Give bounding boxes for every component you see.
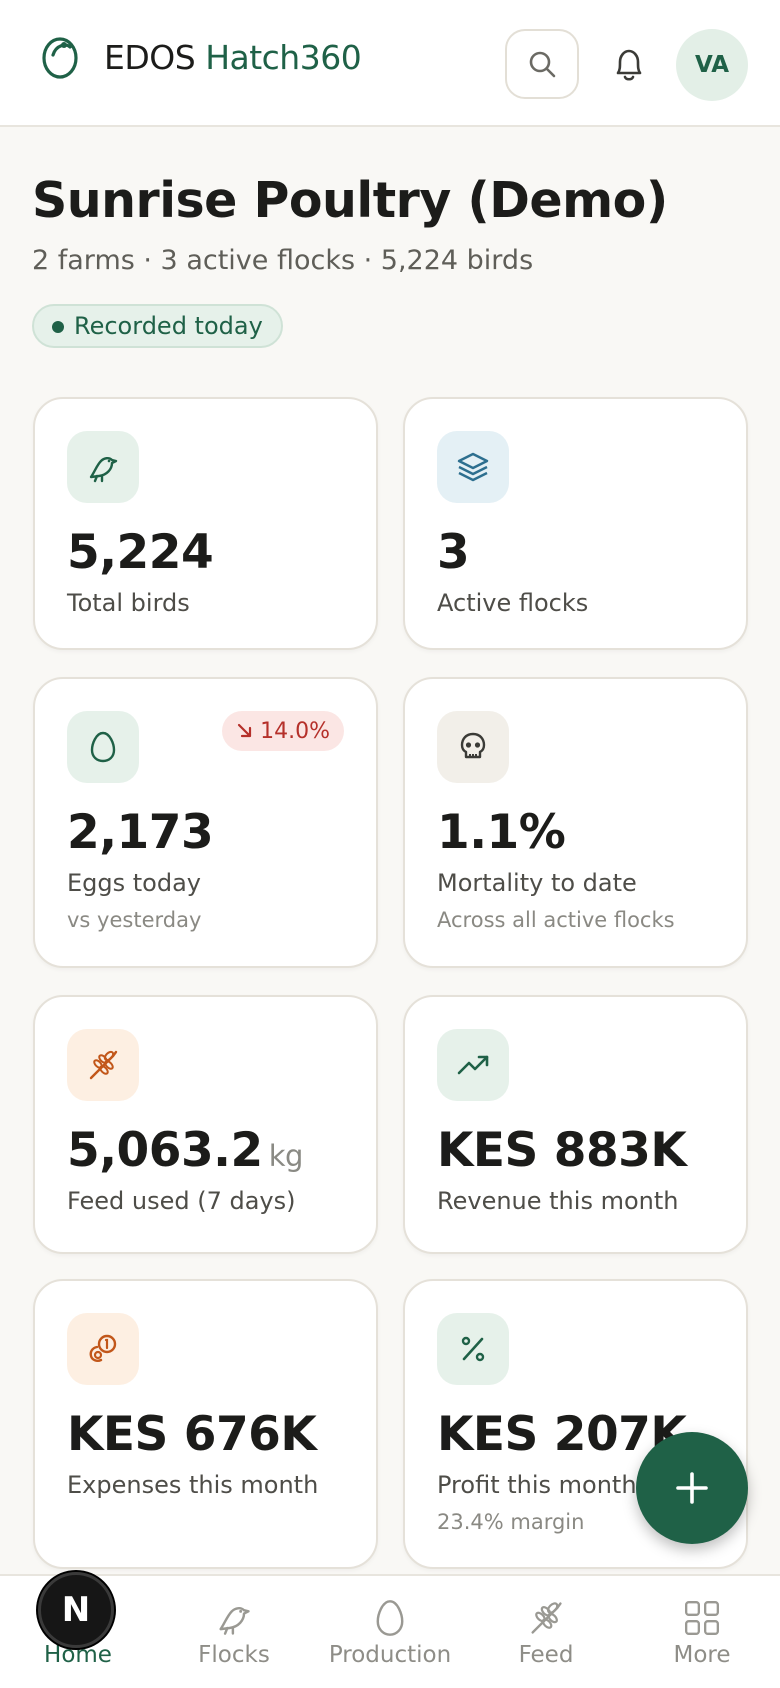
stat-card-feed-used[interactable]: 5,063.2 kg Feed used (7 days): [33, 995, 378, 1254]
stat-value: KES 207K: [437, 1407, 687, 1462]
status-badge: Recorded today: [32, 304, 283, 348]
search-icon: [529, 51, 556, 78]
stat-card-mortality[interactable]: 1.1% Mortality to date Across all active…: [403, 677, 748, 968]
egg-icon: [368, 1596, 412, 1640]
stat-number: 5,063.2: [67, 1123, 263, 1178]
nav-item-more[interactable]: More: [624, 1576, 780, 1688]
stat-card-active-flocks[interactable]: 3 Active flocks: [403, 397, 748, 650]
page-title: Sunrise Poultry (Demo): [32, 172, 668, 229]
stat-label: Total birds: [67, 589, 190, 617]
wheat-icon: [524, 1596, 568, 1640]
stat-hint: Across all active flocks: [437, 908, 675, 932]
percent-icon: [437, 1313, 509, 1385]
layers-icon: [437, 431, 509, 503]
stat-card-total-birds[interactable]: 5,224 Total birds: [33, 397, 378, 650]
dev-tools-badge[interactable]: N: [38, 1572, 114, 1648]
stat-label: Eggs today: [67, 869, 202, 897]
bird-icon: [212, 1596, 256, 1640]
bird-icon: [67, 431, 139, 503]
stat-value: 2,173: [67, 805, 214, 860]
plus-icon: [676, 1472, 708, 1504]
skull-icon: [437, 711, 509, 783]
trend-badge: 14.0%: [222, 711, 344, 751]
user-avatar[interactable]: VA: [676, 29, 748, 101]
stat-card-eggs-today[interactable]: 14.0% 2,173 Eggs today vs yesterday: [33, 677, 378, 968]
stat-card-expenses[interactable]: KES 676K Expenses this month: [33, 1279, 378, 1569]
stat-value: KES 883K: [437, 1123, 687, 1178]
nav-item-feed[interactable]: Feed: [468, 1576, 624, 1688]
brand-name: EDOS Hatch360: [104, 38, 362, 77]
stat-hint: vs yesterday: [67, 908, 202, 932]
add-button[interactable]: [636, 1432, 748, 1544]
coins-icon: [67, 1313, 139, 1385]
stat-value: KES 676K: [67, 1407, 317, 1462]
arrow-down-right-icon: [238, 723, 252, 738]
stat-value: 5,063.2 kg: [67, 1123, 303, 1178]
status-text: Recorded today: [74, 312, 263, 340]
search-button[interactable]: [505, 29, 579, 99]
egg-icon: [67, 711, 139, 783]
nav-item-flocks[interactable]: Flocks: [156, 1576, 312, 1688]
stat-label: Revenue this month: [437, 1187, 679, 1215]
nav-label: Flocks: [198, 1642, 270, 1668]
stat-label: Expenses this month: [67, 1471, 319, 1499]
stat-label: Active flocks: [437, 589, 589, 617]
stat-card-revenue[interactable]: KES 883K Revenue this month: [403, 995, 748, 1254]
stat-value: 3: [437, 525, 470, 580]
stat-hint: 23.4% margin: [437, 1510, 585, 1534]
notifications-button[interactable]: [604, 40, 654, 90]
stat-label: Mortality to date: [437, 869, 637, 897]
bell-icon: [616, 49, 642, 81]
trend-value: 14.0%: [260, 718, 330, 744]
brand-secondary: Hatch360: [205, 38, 362, 77]
logo-icon: [40, 33, 80, 79]
nav-label: More: [673, 1642, 731, 1668]
nav-item-production[interactable]: Production: [312, 1576, 468, 1688]
stat-label: Feed used (7 days): [67, 1187, 296, 1215]
nav-label: Feed: [518, 1642, 574, 1668]
status-dot: [52, 321, 64, 333]
stat-value: 1.1%: [437, 805, 566, 860]
brand-primary: EDOS: [104, 38, 196, 77]
trending-up-icon: [437, 1029, 509, 1101]
stat-unit: kg: [268, 1139, 304, 1173]
page-subtitle: 2 farms · 3 active flocks · 5,224 birds: [32, 245, 534, 276]
wheat-icon: [67, 1029, 139, 1101]
stat-label: Profit this month: [437, 1471, 637, 1499]
grid-icon: [680, 1596, 724, 1640]
bottom-nav: Home Flocks Production: [0, 1574, 780, 1688]
app-header: EDOS Hatch360 VA: [0, 0, 780, 127]
nav-label: Production: [328, 1642, 452, 1668]
stat-value: 5,224: [67, 525, 214, 580]
